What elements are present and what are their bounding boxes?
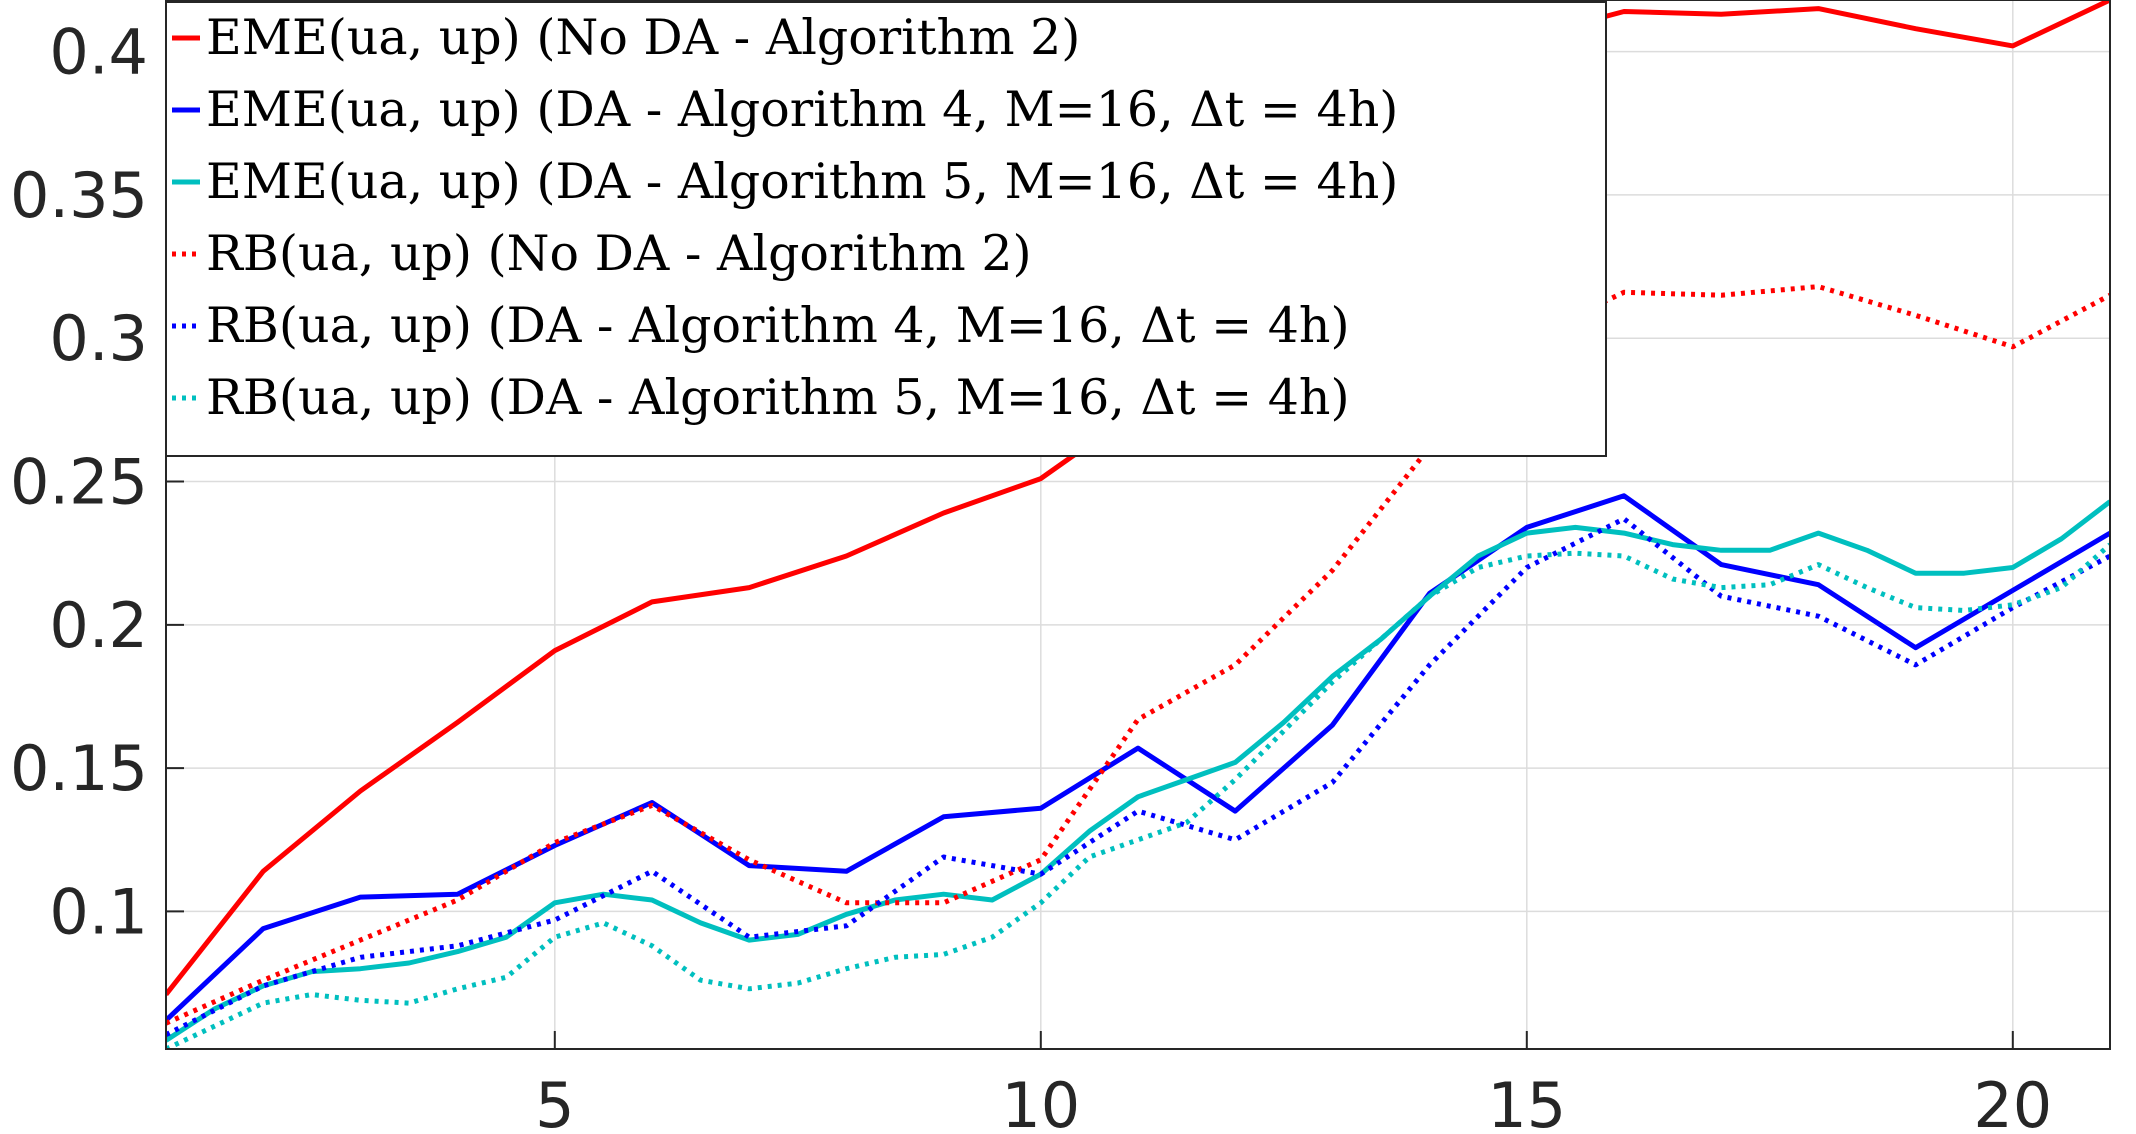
- series-lines: [166, 0, 2110, 1049]
- y-tick-label: 0.35: [10, 159, 148, 232]
- x-tick-label: 15: [1487, 1069, 1566, 1134]
- series-line-5: [166, 516, 2110, 1037]
- series-line-2: [166, 493, 2110, 1023]
- plot-area-border: [165, 0, 2111, 1050]
- legend-label-1: EME(ua, up) (No DA - Algorithm 2): [206, 9, 1080, 66]
- x-tick-label: 10: [1001, 1069, 1080, 1134]
- x-tick-label: 5: [535, 1069, 574, 1134]
- y-tick-label: 0.4: [49, 16, 148, 89]
- legend-label-4: RB(ua, up) (No DA - Algorithm 2): [206, 225, 1032, 282]
- legend-label-6: RB(ua, up) (DA - Algorithm 5, M=16, Δt =…: [206, 369, 1350, 426]
- y-tick-label: 0.15: [10, 732, 148, 805]
- y-axis-ticks: 0.1 0.15 0.2 0.25 0.3 0.35 0.4: [10, 16, 184, 948]
- y-tick-label: 0.1: [49, 875, 148, 948]
- legend: EME(ua, up) (No DA - Algorithm 2) EME(ua,…: [165, 1, 1607, 457]
- x-axis-ticks: 5 10 15 20: [535, 1031, 2052, 1134]
- legend-label-5: RB(ua, up) (DA - Algorithm 4, M=16, Δt =…: [206, 297, 1350, 354]
- series-line-3: [166, 499, 2110, 1043]
- legend-label-2: EME(ua, up) (DA - Algorithm 4, M=16, Δt …: [206, 81, 1398, 138]
- y-tick-label: 0.2: [49, 589, 148, 662]
- y-tick-label: 0.3: [49, 302, 148, 375]
- legend-box: [165, 1, 1607, 457]
- legend-label-3: EME(ua, up) (DA - Algorithm 5, M=16, Δt …: [206, 153, 1398, 210]
- x-tick-label: 20: [1973, 1069, 2052, 1134]
- y-tick-label: 0.25: [10, 446, 148, 519]
